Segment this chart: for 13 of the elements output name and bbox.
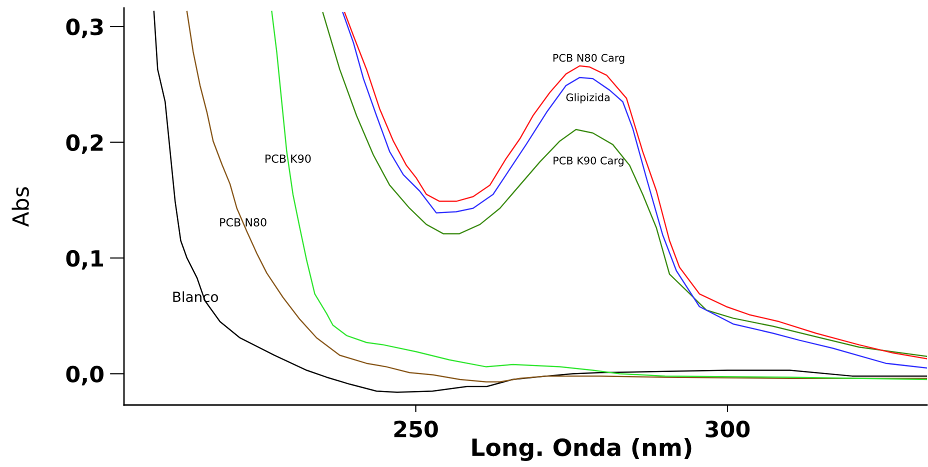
annotation: PCB N80 — [220, 218, 266, 227]
annotation: PCB K90 Carg — [554, 156, 624, 167]
y-tick-label: 0,2 — [66, 134, 103, 154]
annotation: PCB K90 — [266, 154, 311, 163]
y-tick-label: 0,3 — [66, 18, 103, 38]
annotation: Glipizida — [566, 93, 610, 104]
x-axis-title: Long. Onda (nm) — [472, 438, 692, 461]
y-tick-label: 0,0 — [66, 366, 104, 386]
y-tick-label: 0,1 — [66, 250, 104, 270]
x-tick-label: 250 — [394, 420, 438, 438]
annotation: PCB N80 Carg — [553, 54, 624, 64]
x-tick-label: 300 — [706, 420, 750, 438]
y-axis-title: Abs — [12, 187, 29, 227]
